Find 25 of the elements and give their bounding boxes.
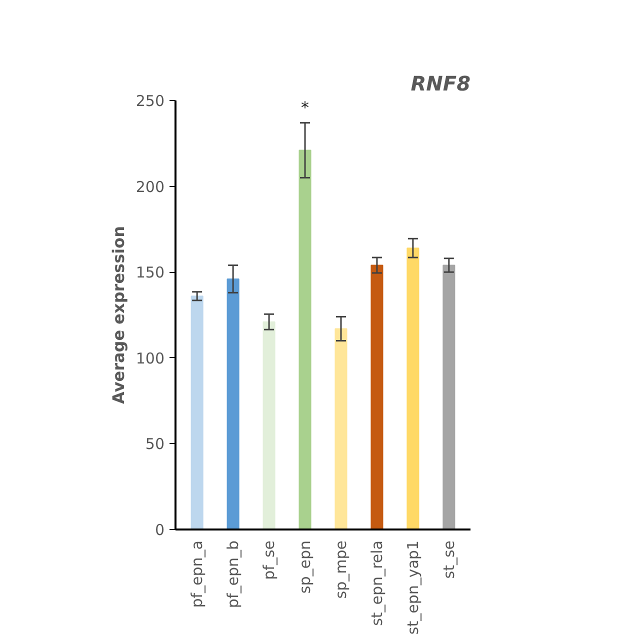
x-tick-label: pf_epn_b xyxy=(224,540,242,608)
bar xyxy=(370,264,384,530)
x-tick-label: st_se xyxy=(440,540,458,579)
x-tick-label: st_epn_yap1 xyxy=(404,540,422,635)
bar xyxy=(406,248,420,530)
x-tick-label: sp_epn xyxy=(296,540,314,594)
annotation: * xyxy=(301,98,310,117)
bar xyxy=(226,278,240,530)
x-tick-label: pf_se xyxy=(260,540,278,580)
y-axis-title: Average expression xyxy=(108,226,128,404)
bar xyxy=(262,321,276,530)
y-tick-label: 100 xyxy=(136,349,165,368)
bar xyxy=(334,328,348,530)
bar xyxy=(190,296,204,530)
x-tick-label: st_epn_rela xyxy=(368,540,386,626)
chart-title: RNF8 xyxy=(410,72,471,96)
y-tick-label: 0 xyxy=(154,521,165,539)
y-tick-label: 250 xyxy=(136,92,165,110)
y-tick-label: 150 xyxy=(136,264,165,282)
x-tick-label: sp_mpe xyxy=(332,540,350,599)
y-tick-label: 50 xyxy=(145,435,165,454)
bar xyxy=(442,264,456,530)
y-tick-label: 200 xyxy=(136,178,165,196)
bar xyxy=(298,150,312,530)
x-tick-label: pf_epn_a xyxy=(188,540,206,608)
